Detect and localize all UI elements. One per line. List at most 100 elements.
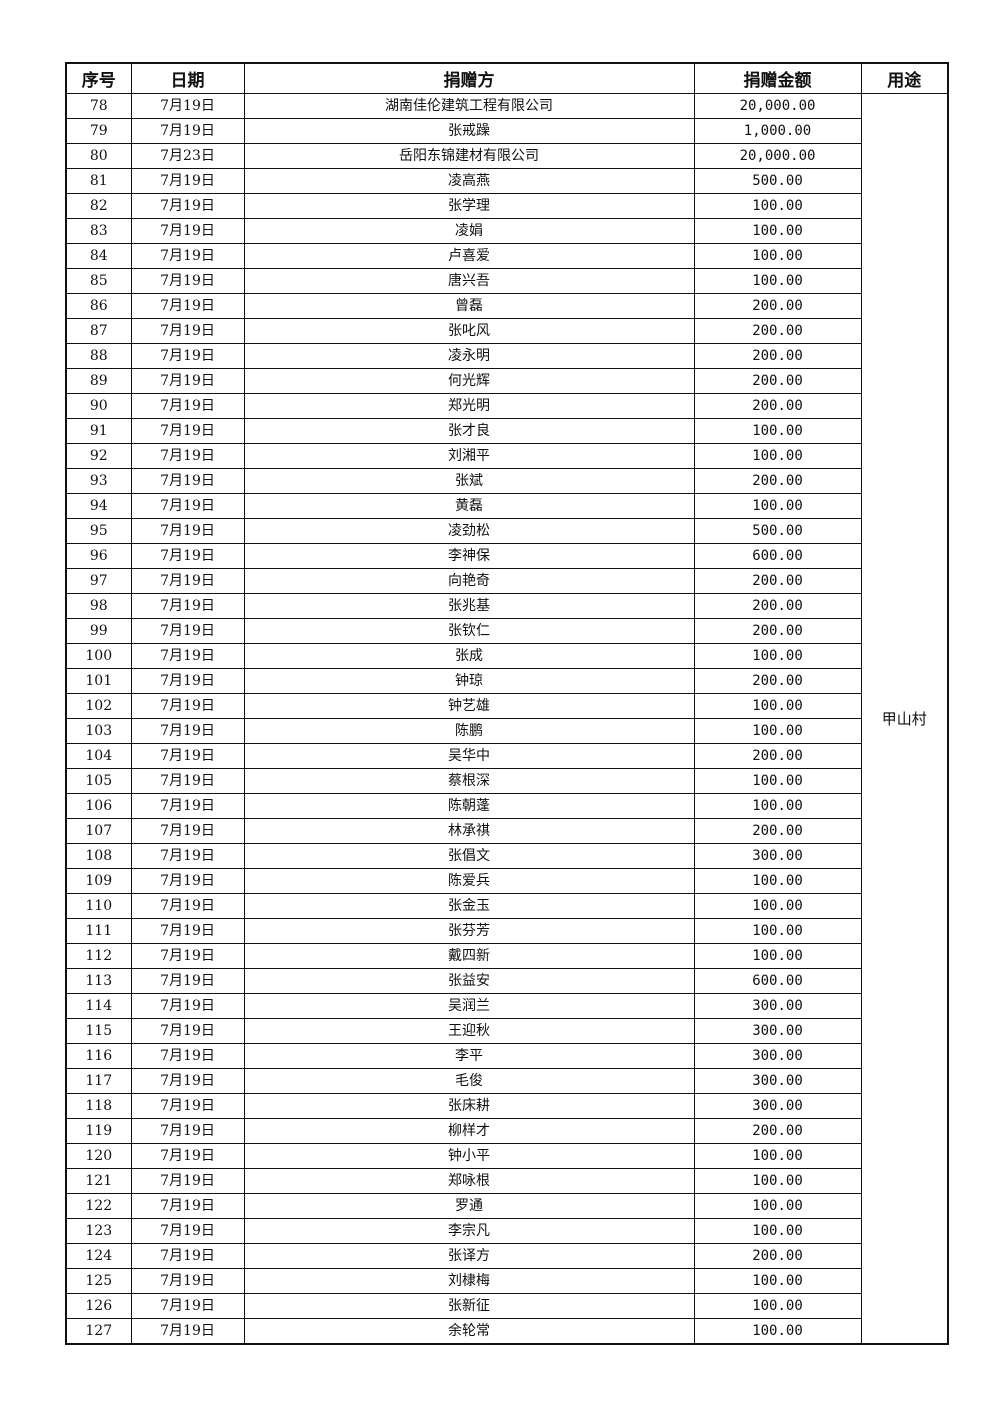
table-row: 107 7月19日 林承祺 200.00 [65, 818, 948, 844]
row-donor: 蔡根深 [243, 768, 695, 794]
row-date: 7月19日 [130, 1318, 245, 1345]
table-row: 114 7月19日 吴润兰 300.00 [65, 993, 948, 1019]
table-row: 88 7月19日 凌永明 200.00 [65, 343, 948, 369]
row-donor: 钟琼 [243, 668, 695, 694]
row-amount: 100.00 [693, 918, 862, 944]
row-date: 7月19日 [130, 668, 245, 694]
table-row: 93 7月19日 张斌 200.00 [65, 468, 948, 494]
row-amount: 100.00 [693, 1193, 862, 1219]
row-amount: 300.00 [693, 1068, 862, 1094]
table-row: 109 7月19日 陈爱兵 100.00 [65, 868, 948, 894]
row-number: 91 [65, 418, 132, 444]
row-donor: 向艳奇 [243, 568, 695, 594]
row-number: 121 [65, 1168, 132, 1194]
row-date: 7月19日 [130, 593, 245, 619]
row-donor: 郑咏根 [243, 1168, 695, 1194]
row-number: 104 [65, 743, 132, 769]
row-amount: 600.00 [693, 543, 862, 569]
row-amount: 100.00 [693, 218, 862, 244]
donation-table: 序号 日期 捐赠方 捐赠金额 用途 78 7月19日 湖南佳伦建筑工程有限公司 20,… [65, 62, 949, 1345]
row-donor: 张叱风 [243, 318, 695, 344]
row-amount: 300.00 [693, 1043, 862, 1069]
row-donor: 张兆基 [243, 593, 695, 619]
header-donor: 捐赠方 [243, 62, 695, 94]
row-donor: 余轮常 [243, 1318, 695, 1345]
row-date: 7月19日 [130, 1168, 245, 1194]
row-number: 113 [65, 968, 132, 994]
table-row: 89 7月19日 何光辉 200.00 [65, 368, 948, 394]
row-number: 101 [65, 668, 132, 694]
row-date: 7月19日 [130, 518, 245, 544]
row-donor: 陈朝蓬 [243, 793, 695, 819]
row-amount: 100.00 [693, 868, 862, 894]
row-date: 7月19日 [130, 1043, 245, 1069]
row-date: 7月19日 [130, 643, 245, 669]
row-donor: 凌劲松 [243, 518, 695, 544]
row-amount: 200.00 [693, 468, 862, 494]
table-row: 110 7月19日 张金玉 100.00 [65, 893, 948, 919]
row-amount: 300.00 [693, 993, 862, 1019]
row-date: 7月19日 [130, 343, 245, 369]
row-donor: 岳阳东锦建材有限公司 [243, 143, 695, 169]
row-donor: 张床耕 [243, 1093, 695, 1119]
row-number: 125 [65, 1268, 132, 1294]
row-number: 79 [65, 118, 132, 144]
table-row: 126 7月19日 张新征 100.00 [65, 1293, 948, 1319]
row-donor: 钟小平 [243, 1143, 695, 1169]
row-date: 7月19日 [130, 193, 245, 219]
row-donor: 曾磊 [243, 293, 695, 319]
row-donor: 张才良 [243, 418, 695, 444]
table-row: 116 7月19日 李平 300.00 [65, 1043, 948, 1069]
row-amount: 100.00 [693, 418, 862, 444]
row-amount: 100.00 [693, 893, 862, 919]
row-date: 7月19日 [130, 768, 245, 794]
row-date: 7月19日 [130, 1293, 245, 1319]
row-amount: 200.00 [693, 318, 862, 344]
row-amount: 100.00 [693, 693, 862, 719]
row-donor: 张学理 [243, 193, 695, 219]
row-date: 7月19日 [130, 443, 245, 469]
row-amount: 100.00 [693, 493, 862, 519]
row-number: 111 [65, 918, 132, 944]
table-row: 97 7月19日 向艳奇 200.00 [65, 568, 948, 594]
table-row: 103 7月19日 陈鹏 100.00 [65, 718, 948, 744]
table-body: 78 7月19日 湖南佳伦建筑工程有限公司 20,000.00 甲山村 79 7月19日 张戒… [65, 93, 949, 1345]
row-number: 82 [65, 193, 132, 219]
table-row: 111 7月19日 张芬芳 100.00 [65, 918, 948, 944]
row-amount: 100.00 [693, 718, 862, 744]
row-donor: 张新征 [243, 1293, 695, 1319]
row-number: 100 [65, 643, 132, 669]
row-number: 93 [65, 468, 132, 494]
row-date: 7月19日 [130, 1018, 245, 1044]
row-amount: 100.00 [693, 193, 862, 219]
row-amount: 200.00 [693, 593, 862, 619]
row-number: 88 [65, 343, 132, 369]
row-date: 7月19日 [130, 118, 245, 144]
table-row: 83 7月19日 凌娟 100.00 [65, 218, 948, 244]
row-date: 7月19日 [130, 843, 245, 869]
row-date: 7月19日 [130, 468, 245, 494]
row-donor: 吴润兰 [243, 993, 695, 1019]
row-donor: 凌永明 [243, 343, 695, 369]
table-row: 78 7月19日 湖南佳伦建筑工程有限公司 20,000.00 甲山村 [65, 93, 949, 1345]
row-number: 89 [65, 368, 132, 394]
row-amount: 500.00 [693, 518, 862, 544]
header-amount: 捐赠金额 [693, 62, 862, 94]
row-number: 81 [65, 168, 132, 194]
row-donor: 刘湘平 [243, 443, 695, 469]
row-amount: 200.00 [693, 818, 862, 844]
table-row: 99 7月19日 张钦仁 200.00 [65, 618, 948, 644]
row-number: 103 [65, 718, 132, 744]
row-date: 7月19日 [130, 1093, 245, 1119]
row-date: 7月19日 [130, 1118, 245, 1144]
table-row: 90 7月19日 郑光明 200.00 [65, 393, 948, 419]
table-row: 101 7月19日 钟琼 200.00 [65, 668, 948, 694]
row-date: 7月19日 [130, 618, 245, 644]
row-date: 7月19日 [130, 268, 245, 294]
row-number: 107 [65, 818, 132, 844]
header-usage: 用途 [860, 62, 949, 94]
table-row: 108 7月19日 张倡文 300.00 [65, 843, 948, 869]
header-date: 日期 [130, 62, 245, 94]
row-number: 126 [65, 1293, 132, 1319]
row-date: 7月19日 [130, 543, 245, 569]
